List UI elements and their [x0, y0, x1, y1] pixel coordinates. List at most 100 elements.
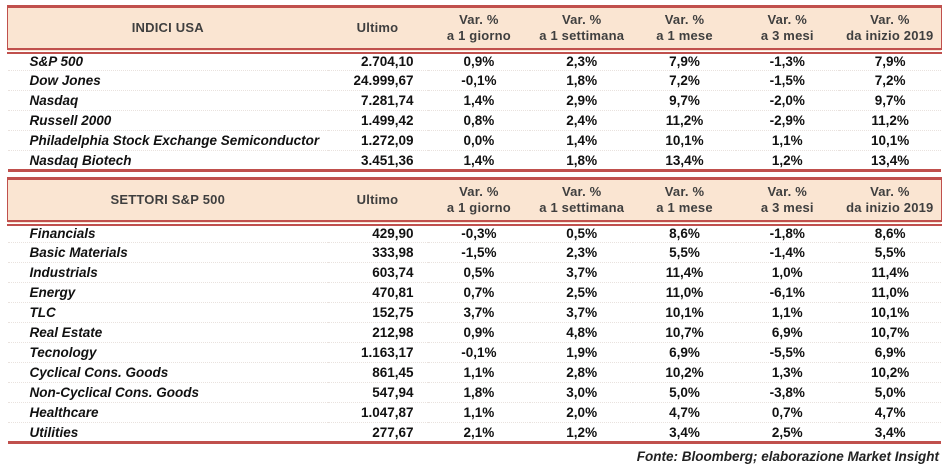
ultimo-value: 24.999,67: [327, 70, 428, 91]
var-value-0: 0,9%: [427, 50, 531, 71]
var-value-2: 11,4%: [633, 262, 736, 283]
column-header-var-3-mesi: Var. % a 3 mesi: [735, 177, 839, 226]
var-value-3: -2,9%: [735, 110, 839, 131]
var-value-0: 0,5%: [427, 262, 531, 283]
var-value-1: 2,3%: [530, 242, 634, 263]
table-row: Philadelphia Stock Exchange Semiconducto…: [7, 130, 942, 151]
table-row: Dow Jones 24.999,67 -0,1% 1,8% 7,2% -1,5% 7,2%: [7, 70, 942, 91]
ultimo-value: 861,45: [327, 362, 428, 383]
var-value-4: 10,1%: [838, 130, 942, 151]
var-value-2: 3,4%: [633, 422, 736, 444]
var-value-0: -0,1%: [427, 70, 531, 91]
row-label: Dow Jones: [7, 70, 328, 91]
var-value-4: 11,2%: [838, 110, 942, 131]
var-value-4: 13,4%: [838, 150, 942, 172]
ultimo-value: 212,98: [327, 322, 428, 343]
column-header-line: Var. %: [767, 183, 808, 199]
var-value-4: 11,0%: [838, 282, 942, 303]
var-value-0: -0,1%: [427, 342, 531, 363]
var-value-4: 7,2%: [838, 70, 942, 91]
var-value-4: 7,9%: [838, 50, 942, 71]
var-value-0: 0,7%: [427, 282, 531, 303]
column-header-line: da inizio 2019: [846, 27, 934, 43]
row-label: Philadelphia Stock Exchange Semiconducto…: [7, 130, 328, 151]
var-value-0: 1,4%: [427, 150, 531, 172]
var-value-1: 4,8%: [530, 322, 634, 343]
var-value-1: 3,0%: [530, 382, 634, 403]
row-label: Utilities: [7, 422, 328, 444]
row-label: Real Estate: [7, 322, 328, 343]
var-value-1: 2,4%: [530, 110, 634, 131]
row-label: Cyclical Cons. Goods: [7, 362, 328, 383]
var-value-3: 1,1%: [735, 130, 839, 151]
column-header-var-inizio-2019: Var. % da inizio 2019: [838, 5, 942, 54]
ultimo-value: 152,75: [327, 302, 428, 323]
column-header-var-3-mesi: Var. % a 3 mesi: [735, 5, 839, 54]
ultimo-value: 1.272,09: [327, 130, 428, 151]
row-label: Russell 2000: [7, 110, 328, 131]
ultimo-value: 2.704,10: [327, 50, 428, 71]
var-value-3: -2,0%: [735, 90, 839, 111]
column-header-line: da inizio 2019: [846, 199, 934, 215]
column-header-ultimo: Ultimo: [327, 177, 428, 226]
ultimo-value: 333,98: [327, 242, 428, 263]
var-value-3: 1,1%: [735, 302, 839, 323]
var-value-2: 11,0%: [633, 282, 736, 303]
table-row: Nasdaq Biotech 3.451,36 1,4% 1,8% 13,4% 1,2% 1…: [7, 150, 942, 172]
table-row: Tecnology 1.163,17 -0,1% 1,9% 6,9% -5,5% 6,9%: [7, 342, 942, 363]
var-value-2: 5,0%: [633, 382, 736, 403]
var-value-1: 2,8%: [530, 362, 634, 383]
row-label: S&P 500: [7, 50, 328, 71]
table-row: TLC 152,75 3,7% 3,7% 10,1% 1,1% 10,1%: [7, 302, 942, 323]
row-label: Non-Cyclical Cons. Goods: [7, 382, 328, 403]
var-value-2: 10,1%: [633, 130, 736, 151]
var-value-3: 1,3%: [735, 362, 839, 383]
var-value-3: 6,9%: [735, 322, 839, 343]
var-value-3: -1,3%: [735, 50, 839, 71]
var-value-3: -6,1%: [735, 282, 839, 303]
var-value-4: 9,7%: [838, 90, 942, 111]
column-header-line: a 1 settimana: [539, 199, 625, 215]
var-value-1: 1,8%: [530, 70, 634, 91]
table-body-1: Financials 429,90 -0,3% 0,5% 8,6% -1,8% 8,6% Ba…: [7, 222, 942, 444]
var-value-0: 1,1%: [427, 402, 531, 423]
ultimo-value: 1.499,42: [327, 110, 428, 131]
column-header-line: Var. %: [664, 183, 705, 199]
var-value-4: 4,7%: [838, 402, 942, 423]
var-value-1: 1,2%: [530, 422, 634, 444]
column-header-var-1-mese: Var. % a 1 mese: [633, 177, 736, 226]
table-row: Basic Materials 333,98 -1,5% 2,3% 5,5% -1,4% 5…: [7, 242, 942, 263]
indici-usa-table: INDICI USA Ultimo Var. % a 1 giorno Var.…: [7, 5, 942, 172]
var-value-1: 2,0%: [530, 402, 634, 423]
var-value-2: 10,1%: [633, 302, 736, 323]
table-row: Real Estate 212,98 0,9% 4,8% 10,7% 6,9% 10,7%: [7, 322, 942, 343]
var-value-2: 5,5%: [633, 242, 736, 263]
var-value-2: 10,7%: [633, 322, 736, 343]
var-value-0: 0,9%: [427, 322, 531, 343]
var-value-0: 3,7%: [427, 302, 531, 323]
var-value-3: 0,7%: [735, 402, 839, 423]
table-body-0: S&P 500 2.704,10 0,9% 2,3% 7,9% -1,3% 7,9% Dow …: [7, 50, 942, 172]
row-label: Energy: [7, 282, 328, 303]
table-row: Non-Cyclical Cons. Goods 547,94 1,8% 3,0% 5,…: [7, 382, 942, 403]
table-title: SETTORI S&P 500: [7, 177, 328, 226]
var-value-2: 10,2%: [633, 362, 736, 383]
column-header-var-inizio-2019: Var. % da inizio 2019: [838, 177, 942, 226]
table-row: Utilities 277,67 2,1% 1,2% 3,4% 2,5% 3,4%: [7, 422, 942, 444]
header-row: SETTORI S&P 500 Ultimo Var. % a 1 giorno…: [7, 177, 942, 226]
var-value-2: 7,2%: [633, 70, 736, 91]
column-header-line: Var. %: [561, 11, 602, 27]
table-row: Energy 470,81 0,7% 2,5% 11,0% -6,1% 11,0%: [7, 282, 942, 303]
table-row: S&P 500 2.704,10 0,9% 2,3% 7,9% -1,3% 7,9%: [7, 50, 942, 71]
table-row: Financials 429,90 -0,3% 0,5% 8,6% -1,8% 8,6%: [7, 222, 942, 243]
var-value-1: 2,5%: [530, 282, 634, 303]
column-header-line: a 3 mesi: [760, 199, 814, 215]
var-value-3: -5,5%: [735, 342, 839, 363]
column-header-line: a 1 settimana: [539, 27, 625, 43]
column-header-var-1-giorno: Var. % a 1 giorno: [427, 177, 531, 226]
column-header-var-1-mese: Var. % a 1 mese: [633, 5, 736, 54]
column-header-line: Var. %: [459, 183, 499, 199]
row-label: Healthcare: [7, 402, 328, 423]
table-title: INDICI USA: [7, 5, 328, 54]
